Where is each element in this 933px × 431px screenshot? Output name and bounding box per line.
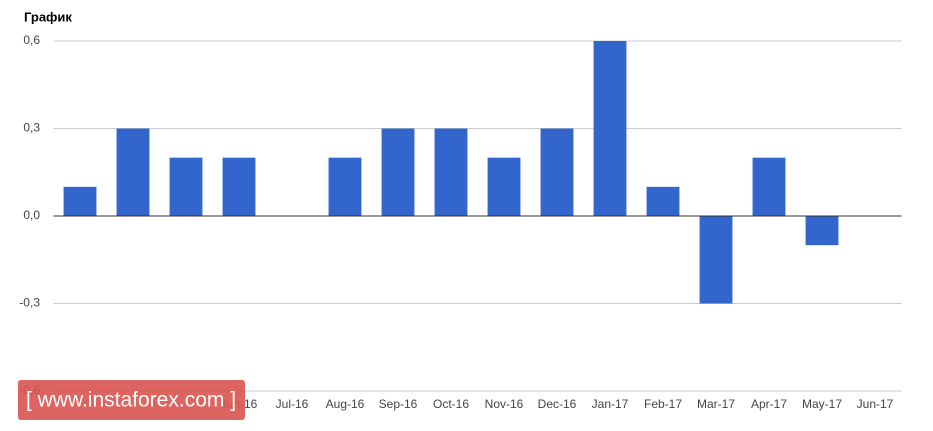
x-tick-label: Oct-16 (433, 397, 469, 411)
y-tick-label: -0,3 (19, 296, 40, 310)
y-tick-label: 0,0 (23, 208, 40, 222)
watermark: [ www.instaforex.com ] (26, 389, 236, 412)
bar (540, 128, 574, 216)
bar (752, 157, 786, 216)
bar (593, 41, 627, 216)
chart-title: График (24, 9, 72, 24)
x-tick-label: Feb-17 (644, 397, 682, 411)
bar (63, 186, 97, 216)
x-tick-label: Apr-17 (751, 397, 787, 411)
bar (222, 157, 256, 216)
bar (699, 216, 733, 304)
y-tick-label: 0,6 (23, 33, 40, 47)
bar (487, 157, 521, 216)
x-tick-label: Nov-16 (485, 397, 524, 411)
watermark-box (18, 380, 245, 420)
bar (381, 128, 415, 216)
y-tick-label: 0,3 (23, 121, 40, 135)
bar (116, 128, 150, 216)
bar (434, 128, 468, 216)
x-tick-label: May-17 (802, 397, 842, 411)
x-tick-label: Jun-17 (857, 397, 894, 411)
x-tick-label: Jul-16 (276, 397, 309, 411)
x-tick-label: Aug-16 (326, 397, 365, 411)
bar (169, 157, 203, 216)
bar (646, 186, 680, 216)
bar (328, 157, 362, 216)
x-tick-label: Mar-17 (697, 397, 735, 411)
x-tick-label: Dec-16 (538, 397, 577, 411)
x-tick-label: Jan-17 (592, 397, 629, 411)
bar (805, 216, 839, 246)
x-tick-label: Sep-16 (379, 397, 418, 411)
